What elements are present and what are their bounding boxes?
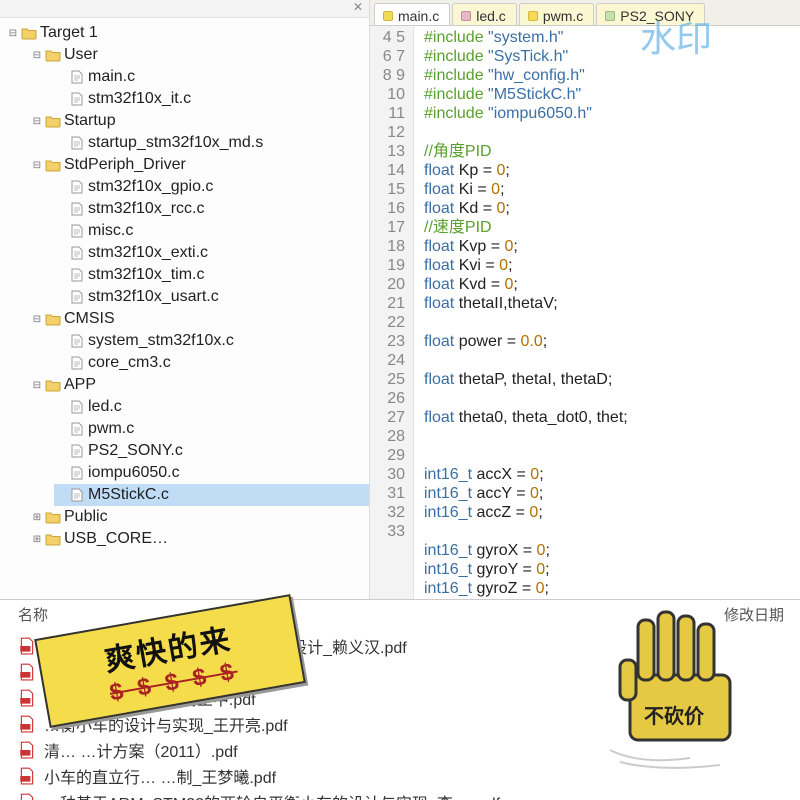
hand-label: 不砍价 xyxy=(644,700,704,729)
tree-file[interactable]: iompu6050.c xyxy=(54,462,369,484)
ide-window: ✕ ⊟Target 1⊟Usermain.cstm32f10x_it.c⊟Sta… xyxy=(0,0,800,600)
tree-folder[interactable]: ⊞USB_CORE… xyxy=(30,528,369,550)
explorer-file[interactable]: 一种基于ARM_STM32的两轮自平衡小车的设计与实现_李… .pdf xyxy=(18,789,800,800)
tree-file[interactable]: pwm.c xyxy=(54,418,369,440)
tree-folder[interactable]: ⊟Startup xyxy=(30,110,369,132)
tree-file[interactable]: misc.c xyxy=(54,220,369,242)
tree-file[interactable]: stm32f10x_it.c xyxy=(54,88,369,110)
tree-header: ✕ xyxy=(0,0,369,18)
project-tree[interactable]: ⊟Target 1⊟Usermain.cstm32f10x_it.c⊟Start… xyxy=(0,18,369,550)
editor-tab[interactable]: led.c xyxy=(452,3,517,25)
editor-tabs[interactable]: main.cled.cpwm.cPS2_SONY xyxy=(370,0,800,26)
tree-folder[interactable]: ⊟StdPeriph_Driver xyxy=(30,154,369,176)
tree-file[interactable]: core_cm3.c xyxy=(54,352,369,374)
tree-file[interactable]: stm32f10x_gpio.c xyxy=(54,176,369,198)
editor-tab[interactable]: PS2_SONY xyxy=(596,3,705,25)
code-editor[interactable]: 4 5 6 7 8 9 10 11 12 13 14 15 16 17 18 1… xyxy=(370,26,800,599)
tree-file[interactable]: main.c xyxy=(54,66,369,88)
code-text[interactable]: #include "system.h" #include "SysTick.h"… xyxy=(414,26,800,599)
tree-file[interactable]: system_stm32f10x.c xyxy=(54,330,369,352)
tree-file[interactable]: led.c xyxy=(54,396,369,418)
tree-file[interactable]: PS2_SONY.c xyxy=(54,440,369,462)
tree-file[interactable]: stm32f10x_exti.c xyxy=(54,242,369,264)
tree-file[interactable]: stm32f10x_rcc.c xyxy=(54,198,369,220)
tree-file[interactable]: startup_stm32f10x_md.s xyxy=(54,132,369,154)
project-tree-pane: ✕ ⊟Target 1⊟Usermain.cstm32f10x_it.c⊟Sta… xyxy=(0,0,370,599)
editor-tab[interactable]: main.c xyxy=(374,3,450,25)
tree-folder[interactable]: ⊟User xyxy=(30,44,369,66)
tree-folder[interactable]: ⊞Public xyxy=(30,506,369,528)
code-pane: main.cled.cpwm.cPS2_SONY 4 5 6 7 8 9 10 … xyxy=(370,0,800,599)
tree-file[interactable]: M5StickC.c xyxy=(54,484,369,506)
tree-folder[interactable]: ⊟APP xyxy=(30,374,369,396)
tree-root[interactable]: ⊟Target 1 xyxy=(6,22,369,44)
editor-tab[interactable]: pwm.c xyxy=(519,3,594,25)
tree-file[interactable]: stm32f10x_tim.c xyxy=(54,264,369,286)
close-icon[interactable]: ✕ xyxy=(353,0,363,14)
line-gutter: 4 5 6 7 8 9 10 11 12 13 14 15 16 17 18 1… xyxy=(370,26,414,599)
tree-file[interactable]: stm32f10x_usart.c xyxy=(54,286,369,308)
hand-graphic: 不砍价 xyxy=(600,600,770,770)
tree-folder[interactable]: ⊟CMSIS xyxy=(30,308,369,330)
